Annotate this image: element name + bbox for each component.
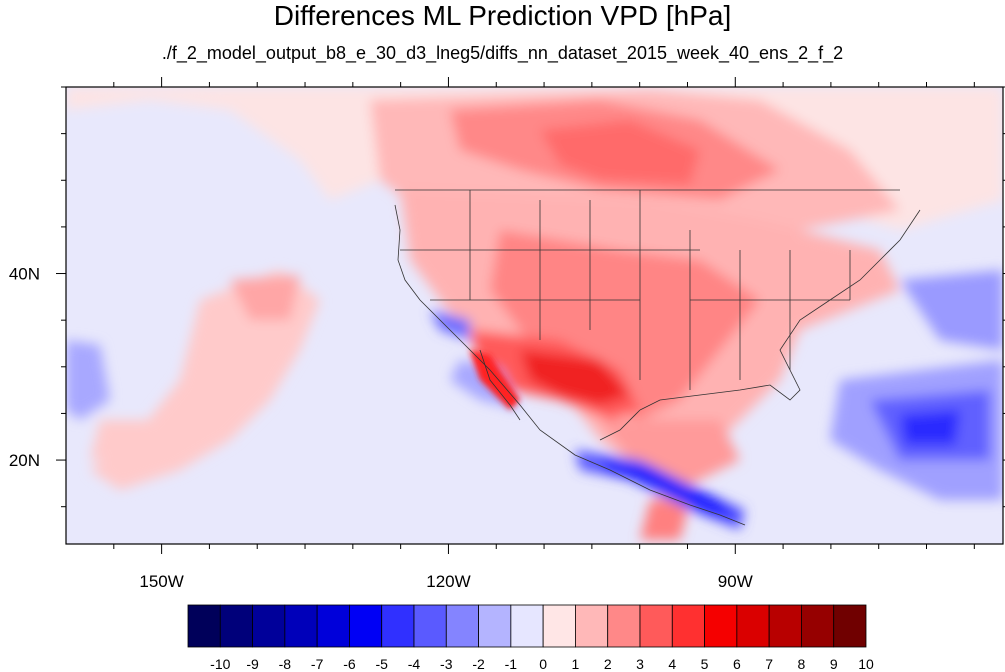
colorbar-swatch (833, 604, 867, 648)
colorbar-swatch (671, 604, 705, 648)
colorbar-label: 4 (668, 656, 676, 672)
colorbar-swatch (187, 604, 221, 648)
plot-border (65, 86, 1004, 545)
colorbar-swatch (219, 604, 253, 648)
colorbar: -10 -9 -8 -7 -6 -5 -4 -3 -2 -1 0 1 2 3 4 5 6 7 8 9 10 (187, 604, 874, 672)
colorbar-label: 2 (604, 656, 612, 672)
colorbar-label: 1 (572, 656, 580, 672)
colorbar-label: 10 (858, 656, 874, 672)
colorbar-swatch (607, 604, 641, 648)
colorbar-label: 3 (636, 656, 644, 672)
colorbar-label: -8 (279, 656, 292, 672)
colorbar-swatch (349, 604, 383, 648)
colorbar-swatch (284, 604, 318, 648)
map-title: Differences ML Prediction VPD [hPa] (273, 0, 732, 31)
colorbar-swatch (704, 604, 738, 648)
colorbar-swatch (316, 604, 350, 648)
colorbar-label: 7 (765, 656, 773, 672)
colorbar-swatch (736, 604, 770, 648)
colorbar-swatch (510, 604, 544, 648)
colorbar-label: -2 (472, 656, 485, 672)
colorbar-swatch (478, 604, 512, 648)
colorbar-label: -4 (408, 656, 421, 672)
colorbar-swatch (768, 604, 802, 648)
colorbar-label: -10 (210, 656, 230, 672)
colorbar-label: 5 (701, 656, 709, 672)
colorbar-label: -6 (343, 656, 356, 672)
colorbar-label: -1 (505, 656, 518, 672)
colorbar-label: -7 (311, 656, 324, 672)
colorbar-label: 6 (733, 656, 741, 672)
colorbar-swatch (801, 604, 835, 648)
colorbar-label: 9 (830, 656, 838, 672)
colorbar-label: 0 (539, 656, 547, 672)
y-tick-label: 40N (9, 265, 40, 284)
colorbar-label: -3 (440, 656, 453, 672)
coastline-outlines (394, 189, 921, 526)
colorbar-swatch (381, 604, 415, 648)
colorbar-swatch (542, 604, 576, 648)
vpd-difference-field (66, 87, 1003, 544)
x-tick-label: 150W (139, 572, 183, 591)
colorbar-label: 8 (798, 656, 806, 672)
x-tick-label: 120W (426, 572, 470, 591)
map-subtitle: ./f_2_model_output_b8_e_30_d3_lneg5/diff… (161, 43, 844, 63)
colorbar-label: -5 (375, 656, 388, 672)
y-tick-label: 20N (9, 451, 40, 470)
map-ticks: 150W 120W 90W 40N 20N (9, 77, 1005, 591)
colorbar-swatch (413, 604, 447, 648)
colorbar-swatch (445, 604, 479, 648)
colorbar-swatch (639, 604, 673, 648)
colorbar-swatch (252, 604, 286, 648)
colorbar-label: -9 (246, 656, 259, 672)
colorbar-swatch (575, 604, 609, 648)
x-tick-label: 90W (718, 572, 753, 591)
